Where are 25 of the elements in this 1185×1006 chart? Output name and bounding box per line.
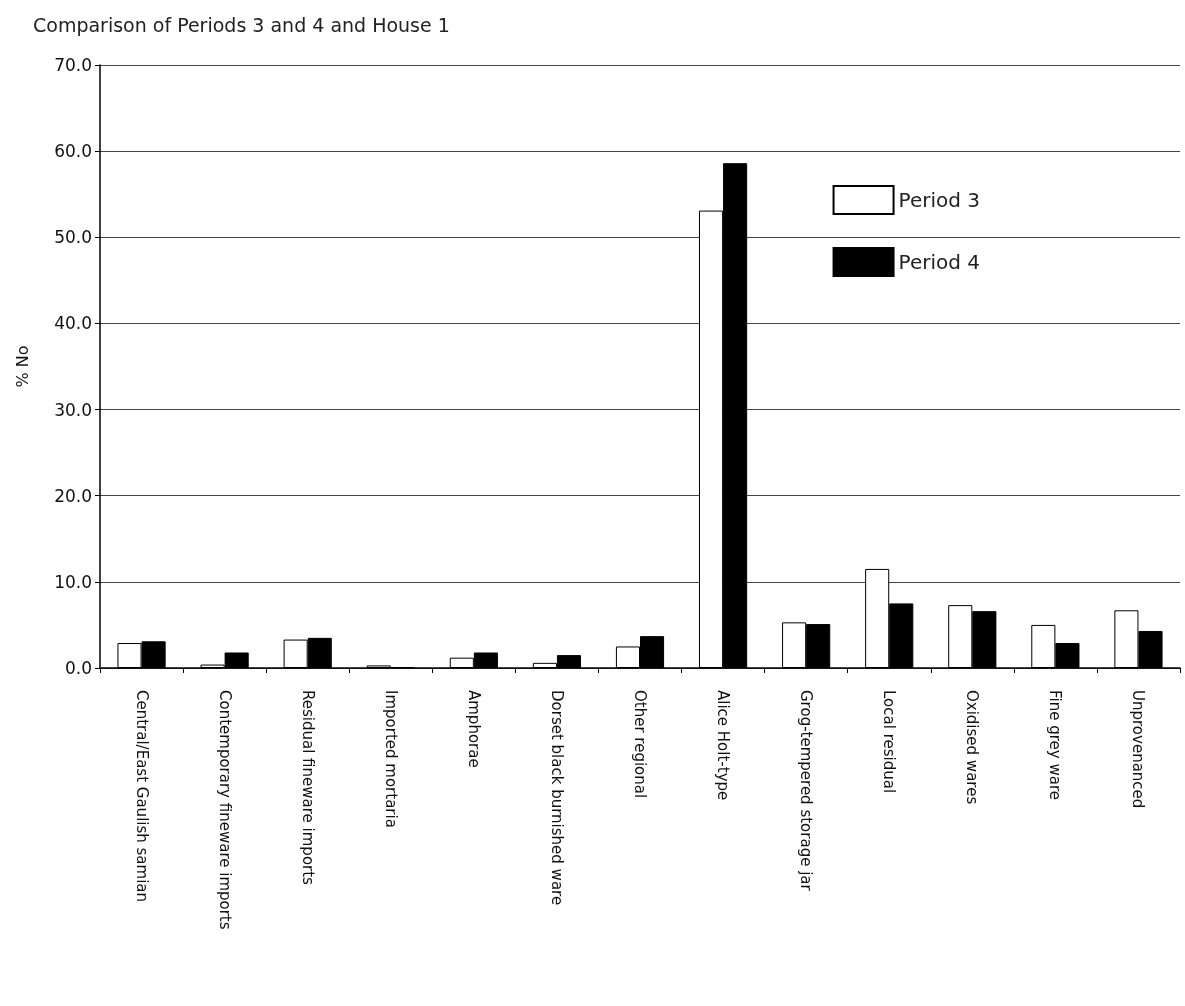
x-tick-label: Central/East Gaulish samian — [132, 690, 151, 903]
y-tick-label: 60.0 — [54, 141, 92, 162]
x-tick-label: Imported mortaria — [381, 690, 400, 828]
chart-title: Comparison of Periods 3 and 4 and House 1 — [33, 13, 450, 36]
x-tick-label: Other regional — [631, 690, 649, 799]
legend-label: Period 4 — [898, 250, 981, 274]
x-tick-label: Grog-tempered storage jar — [797, 690, 816, 892]
x-tick-label: Local residual — [880, 690, 899, 794]
x-tick-label: Dorset black burnished ware — [547, 690, 566, 906]
x-tick-label: Contemporary fineware imports — [215, 690, 234, 930]
y-tick-label: 70.0 — [54, 55, 92, 75]
legend-label: Period 3 — [898, 188, 981, 212]
x-tick-label: Unprovenanced — [1129, 690, 1148, 809]
y-tick-label: 0.0 — [64, 658, 92, 678]
x-tick-label: Residual fineware imports — [298, 690, 317, 886]
y-axis-title: % No — [12, 345, 32, 388]
y-tick-label: 10.0 — [54, 571, 92, 592]
x-tick-label: Amphorae — [464, 690, 483, 768]
x-tick-label: Alice Holt-type — [714, 690, 733, 801]
x-tick-label: Oxidised wares — [963, 690, 982, 805]
y-tick-label: 30.0 — [54, 399, 92, 420]
x-tick-label: Fine grey ware — [1046, 690, 1065, 800]
y-tick-label: 20.0 — [54, 485, 92, 506]
y-tick-label: 50.0 — [54, 227, 92, 248]
y-tick-label: 40.0 — [54, 313, 92, 334]
